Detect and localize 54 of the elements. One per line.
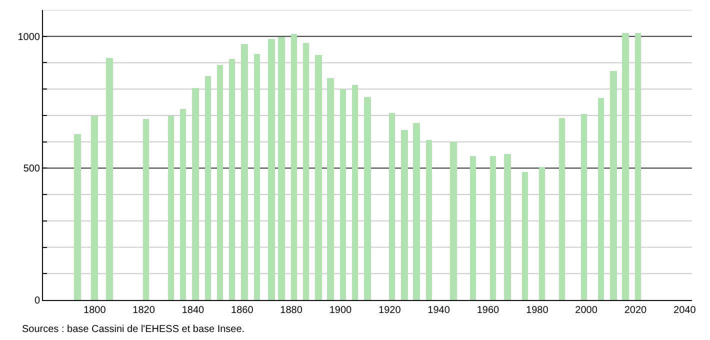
bar [91, 116, 98, 300]
bar [598, 98, 604, 300]
bar [622, 33, 629, 300]
x-tick-label: 1980 [526, 305, 549, 316]
bar [229, 59, 235, 300]
bar [217, 65, 223, 300]
bar [450, 142, 457, 300]
x-tick-label: 2040 [674, 305, 696, 316]
bar [192, 88, 199, 300]
bar [106, 58, 113, 300]
x-tick-label: 1960 [476, 305, 500, 316]
bar [581, 114, 587, 300]
bar [241, 44, 248, 300]
bar [254, 54, 260, 300]
bar [426, 140, 432, 300]
x-tick-label: 1920 [378, 305, 402, 316]
bar [168, 116, 174, 300]
y-tick-label: 1000 [18, 32, 40, 43]
x-tick-label: 1900 [329, 305, 352, 316]
x-tick-label: 1880 [280, 305, 303, 316]
bar [303, 43, 309, 300]
bar [559, 118, 565, 300]
x-tick-label: 1940 [428, 305, 450, 316]
bar [364, 97, 371, 300]
x-tick-label: 1820 [132, 305, 156, 316]
bar [180, 109, 186, 300]
y-tick-label: 500 [23, 164, 40, 175]
bar [389, 113, 395, 300]
bar [278, 37, 285, 300]
bar [522, 172, 528, 300]
bar [635, 33, 641, 300]
x-tick-label: 2020 [624, 305, 648, 316]
bar [327, 78, 334, 300]
bar [143, 119, 149, 300]
bar [340, 89, 346, 300]
bar [470, 156, 476, 300]
bar [413, 123, 420, 300]
bar [205, 76, 211, 300]
bar [291, 34, 297, 300]
bar [401, 130, 408, 300]
source-note: Sources : base Cassini de l'EHESS et base Insee. [22, 324, 245, 335]
x-tick-label: 1800 [84, 305, 106, 316]
bar [539, 167, 545, 300]
bar [610, 71, 617, 300]
bar [352, 85, 358, 300]
bar [74, 134, 81, 300]
bar [268, 39, 275, 300]
bar [490, 156, 496, 300]
bar [315, 55, 322, 300]
x-tick-label: 1840 [182, 305, 205, 316]
bar [504, 154, 511, 300]
y-tick-label: 0 [34, 296, 40, 306]
x-tick-label: 1860 [231, 305, 254, 316]
x-tick-label: 2000 [575, 305, 598, 316]
